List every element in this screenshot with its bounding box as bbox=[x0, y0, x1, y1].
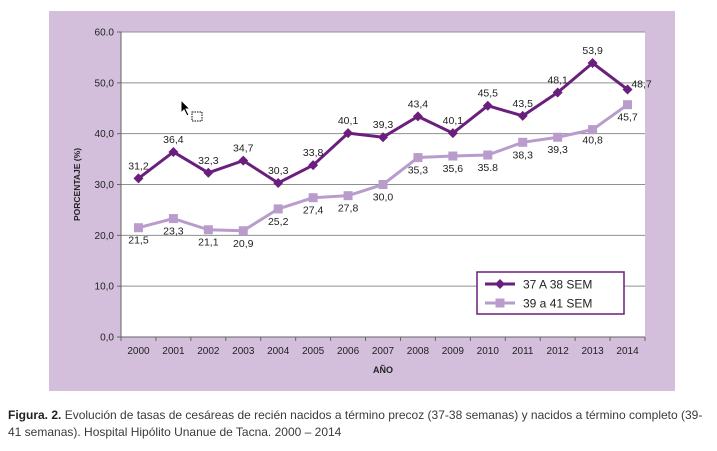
x-tick-label: 2012 bbox=[547, 346, 570, 357]
x-tick-label: 2004 bbox=[267, 346, 290, 357]
data-point bbox=[343, 191, 353, 201]
data-label: 36,4 bbox=[163, 134, 184, 146]
data-point bbox=[518, 137, 528, 147]
data-label: 40,1 bbox=[443, 115, 464, 127]
x-tick-label: 2002 bbox=[197, 346, 220, 357]
data-point bbox=[412, 111, 423, 122]
x-tick-label: 2006 bbox=[337, 346, 360, 357]
data-point bbox=[238, 226, 248, 236]
data-label: 33,8 bbox=[303, 147, 324, 159]
x-tick-label: 2005 bbox=[302, 346, 325, 357]
y-tick-label: 50,0 bbox=[95, 78, 115, 89]
data-point bbox=[343, 128, 354, 139]
data-point bbox=[203, 225, 213, 235]
data-label: 43,5 bbox=[513, 98, 534, 110]
data-point bbox=[273, 177, 284, 188]
data-point bbox=[203, 167, 214, 178]
legend-swatch-marker bbox=[495, 298, 505, 308]
legend-label: 37 A 38 SEM bbox=[523, 278, 592, 292]
data-label: 30,0 bbox=[373, 192, 394, 204]
data-label: 48,7 bbox=[631, 78, 652, 90]
x-tick-label: 2000 bbox=[127, 346, 150, 357]
data-point bbox=[483, 150, 493, 160]
data-label: 21,1 bbox=[198, 237, 219, 249]
figure-caption: Figura. 2. Evolución de tasas de cesárea… bbox=[8, 407, 712, 441]
data-label: 45,5 bbox=[478, 88, 499, 100]
data-label: 48,1 bbox=[547, 74, 568, 86]
caption-text: Evolución de tasas de cesáreas de recién… bbox=[8, 408, 703, 439]
data-label: 38,3 bbox=[513, 149, 534, 161]
data-label: 35,3 bbox=[408, 165, 429, 177]
data-point bbox=[552, 87, 563, 98]
x-tick-label: 2011 bbox=[512, 346, 534, 357]
data-label: 27,8 bbox=[338, 203, 359, 215]
caption-label: Figura. 2. bbox=[8, 408, 62, 422]
x-axis-title: AÑO bbox=[373, 365, 393, 375]
x-tick-label: 2007 bbox=[372, 346, 395, 357]
data-point bbox=[517, 110, 528, 121]
data-point bbox=[587, 58, 598, 69]
data-label: 39,3 bbox=[547, 144, 568, 156]
data-point bbox=[622, 84, 633, 95]
x-tick-label: 2009 bbox=[442, 346, 465, 357]
data-point bbox=[308, 160, 319, 171]
x-tick-label: 2003 bbox=[232, 346, 255, 357]
data-label: 23,3 bbox=[163, 226, 184, 238]
data-point bbox=[623, 100, 633, 110]
line-chart: 0,0 10,0 20,0 30,0 40,0 50,0 60.0 2000 2001 2002 2… bbox=[72, 28, 652, 376]
y-tick-label: 10,0 bbox=[95, 282, 115, 293]
data-point bbox=[553, 132, 563, 142]
data-point bbox=[588, 125, 598, 135]
data-point bbox=[448, 151, 458, 161]
x-tick-label: 2010 bbox=[477, 346, 500, 357]
data-label: 35,6 bbox=[443, 163, 464, 175]
x-tick-label: 2001 bbox=[162, 346, 185, 357]
data-point bbox=[378, 180, 388, 189]
data-point bbox=[168, 214, 178, 224]
data-point bbox=[378, 132, 388, 143]
x-tick-label: 2008 bbox=[407, 346, 430, 357]
y-tick-label: 0,0 bbox=[100, 333, 114, 344]
data-label: 39,3 bbox=[373, 119, 394, 131]
data-point bbox=[308, 193, 318, 203]
y-axis-title: PORCENTAJE (%) bbox=[72, 148, 82, 221]
data-label: 21,5 bbox=[128, 235, 149, 247]
y-tick-label: 60.0 bbox=[95, 28, 115, 39]
data-label: 25,2 bbox=[268, 216, 289, 228]
data-label: 40,1 bbox=[338, 115, 359, 127]
data-label: 34,7 bbox=[233, 143, 254, 155]
data-point bbox=[413, 153, 423, 163]
data-point bbox=[482, 100, 493, 111]
x-tick-label: 2014 bbox=[616, 346, 639, 357]
data-point bbox=[238, 155, 249, 166]
data-point bbox=[273, 204, 283, 214]
y-tick-label: 30,0 bbox=[95, 180, 115, 191]
data-point bbox=[447, 128, 458, 139]
legend-label: 39 a 41 SEM bbox=[523, 297, 592, 311]
y-tick-label: 40,0 bbox=[95, 129, 115, 140]
data-label: 45,7 bbox=[617, 112, 638, 124]
y-tick-label: 20,0 bbox=[95, 231, 115, 242]
data-label: 40,8 bbox=[582, 135, 603, 147]
data-point bbox=[133, 173, 144, 184]
legend-swatch-marker bbox=[495, 279, 505, 289]
data-label: 43,4 bbox=[408, 98, 429, 110]
data-label: 27,4 bbox=[303, 205, 324, 217]
data-label: 31,2 bbox=[128, 160, 149, 172]
data-label: 35.8 bbox=[478, 162, 499, 174]
data-point bbox=[168, 146, 179, 157]
data-label: 53,9 bbox=[582, 45, 603, 57]
mouse-cursor-icon bbox=[180, 99, 203, 122]
x-tick-label: 2013 bbox=[581, 346, 604, 357]
data-label: 30,3 bbox=[268, 165, 289, 177]
data-label: 32,3 bbox=[198, 155, 219, 167]
data-point bbox=[133, 223, 143, 233]
chart-figure: 0,0 10,0 20,0 30,0 40,0 50,0 60.0 2000 2001 2002 2… bbox=[49, 11, 675, 391]
data-label: 20,9 bbox=[233, 238, 254, 250]
